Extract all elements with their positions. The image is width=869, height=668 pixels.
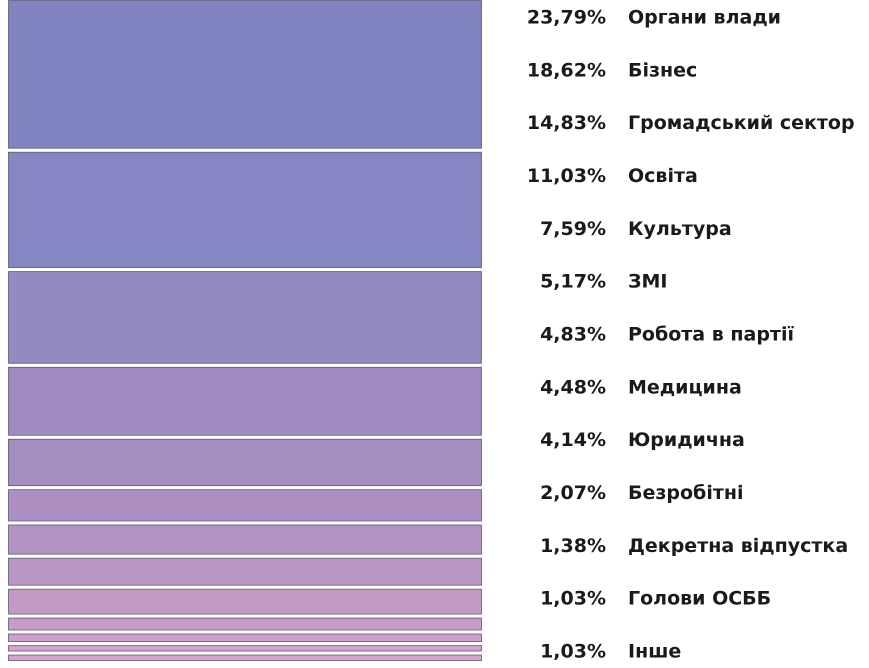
- value-label: 14,83%: [527, 112, 606, 134]
- category-label: ЗМІ: [628, 271, 667, 293]
- category-label: Органи влади: [628, 7, 781, 29]
- bar-segment: [8, 0, 482, 149]
- category-label: Освіта: [628, 165, 698, 187]
- category-label: Голови ОСББ: [628, 588, 771, 610]
- bar-segment: [8, 633, 482, 643]
- bar-segment: [8, 366, 482, 436]
- value-label: 2,07%: [540, 482, 606, 504]
- bar-segment: [8, 557, 482, 586]
- value-label: 1,38%: [540, 535, 606, 557]
- value-label: 11,03%: [527, 165, 606, 187]
- category-label: Громадський сектор: [628, 112, 855, 134]
- category-label: Медицина: [628, 376, 742, 398]
- value-label: 7,59%: [540, 218, 606, 240]
- category-label: Робота в партії: [628, 324, 794, 346]
- value-label: 4,48%: [540, 376, 606, 398]
- bar-segment: [8, 489, 482, 522]
- category-label: Декретна відпустка: [628, 535, 848, 557]
- value-label: 1,03%: [540, 641, 606, 663]
- category-label: Юридична: [628, 429, 745, 451]
- category-label: Інше: [628, 641, 681, 663]
- value-label: 18,62%: [527, 59, 606, 81]
- value-label: 5,17%: [540, 271, 606, 293]
- value-label: 4,14%: [540, 429, 606, 451]
- category-label: Бізнес: [628, 59, 697, 81]
- bar-segment: [8, 588, 482, 615]
- bar-segment: [8, 151, 482, 268]
- bar-segment: [8, 438, 482, 487]
- value-label: 1,03%: [540, 588, 606, 610]
- category-label: Безробітні: [628, 482, 744, 504]
- bar-segment: [8, 654, 482, 661]
- bar-segment: [8, 524, 482, 555]
- value-label: 4,83%: [540, 324, 606, 346]
- value-label: 23,79%: [527, 7, 606, 29]
- bar-segment: [8, 645, 482, 652]
- category-label: Культура: [628, 218, 732, 240]
- bar-segment: [8, 617, 482, 631]
- bar-segment: [8, 271, 482, 364]
